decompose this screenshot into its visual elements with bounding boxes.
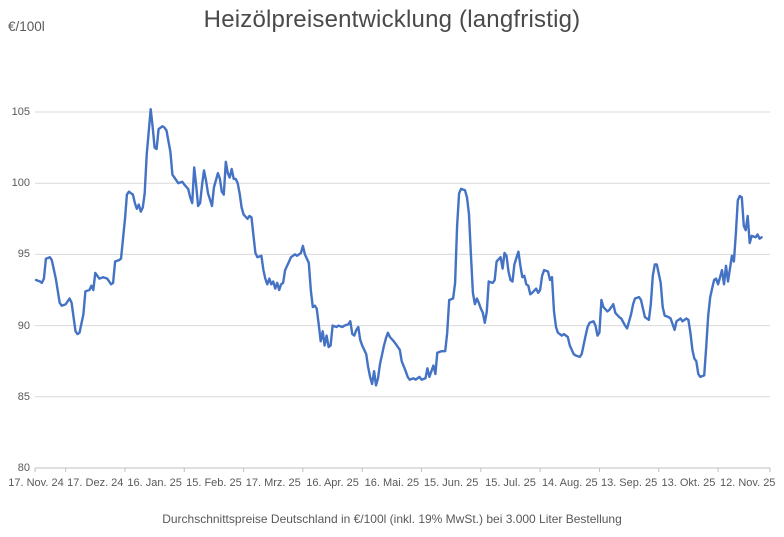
x-axis-label: 16. Apr. 25 xyxy=(306,477,359,489)
x-axis-label: 13. Sep. 25 xyxy=(600,477,658,489)
y-axis-label: 90 xyxy=(17,319,30,332)
x-axis-label: 15. Jun. 25 xyxy=(423,477,479,489)
x-axis-label: 15. Feb. 25 xyxy=(186,477,242,489)
x-axis-label: 17. Dez. 24 xyxy=(67,477,124,489)
x-axis-label: 14. Aug. 25 xyxy=(541,477,598,489)
x-axis-label: 17. Nov. 24 xyxy=(8,477,64,489)
y-axis-label: 105 xyxy=(11,106,30,118)
x-axis-label: 15. Jul. 25 xyxy=(485,477,536,489)
x-axis-label: 16. Jan. 25 xyxy=(127,477,182,489)
chart-title: Heizölpreisentwicklung (langfristig) xyxy=(203,6,581,33)
x-axis-label: 12. Nov. 25 xyxy=(719,477,776,489)
x-axis-label: 17. Mrz. 25 xyxy=(245,477,301,489)
y-axis-label: 85 xyxy=(17,390,30,403)
y-axis-label: 80 xyxy=(17,462,30,474)
x-axis-label: 13. Okt. 25 xyxy=(661,477,716,489)
y-axis-label: 100 xyxy=(11,177,30,190)
y-axis-label: 95 xyxy=(17,248,30,261)
footer-caption: Durchschnittspreise Deutschland in €/100… xyxy=(162,512,622,526)
y-axis-unit-label: €/100l xyxy=(8,19,45,34)
x-axis-label: 16. Mai. 25 xyxy=(364,477,420,489)
price-line-series xyxy=(34,107,763,387)
